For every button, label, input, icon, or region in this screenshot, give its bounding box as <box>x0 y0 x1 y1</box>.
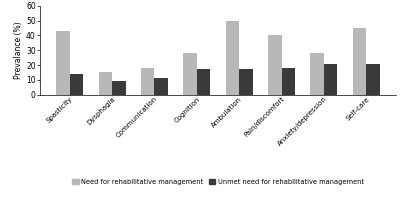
Bar <box>226 21 239 95</box>
Bar <box>366 63 380 95</box>
Bar <box>353 28 366 95</box>
Bar <box>70 74 83 95</box>
Legend: Need for rehabilitative management, Unmet need for rehabilitative management: Need for rehabilitative management, Unme… <box>69 176 367 187</box>
Bar <box>197 70 210 95</box>
Bar <box>154 78 168 95</box>
Bar <box>239 70 253 95</box>
Y-axis label: Prevalance (%): Prevalance (%) <box>14 21 23 79</box>
Bar <box>112 81 126 95</box>
Bar <box>268 35 282 95</box>
Bar <box>282 68 295 95</box>
Bar <box>98 72 112 95</box>
Bar <box>56 31 70 95</box>
Bar <box>324 63 338 95</box>
Bar <box>141 68 154 95</box>
Bar <box>310 53 324 95</box>
Bar <box>183 53 197 95</box>
